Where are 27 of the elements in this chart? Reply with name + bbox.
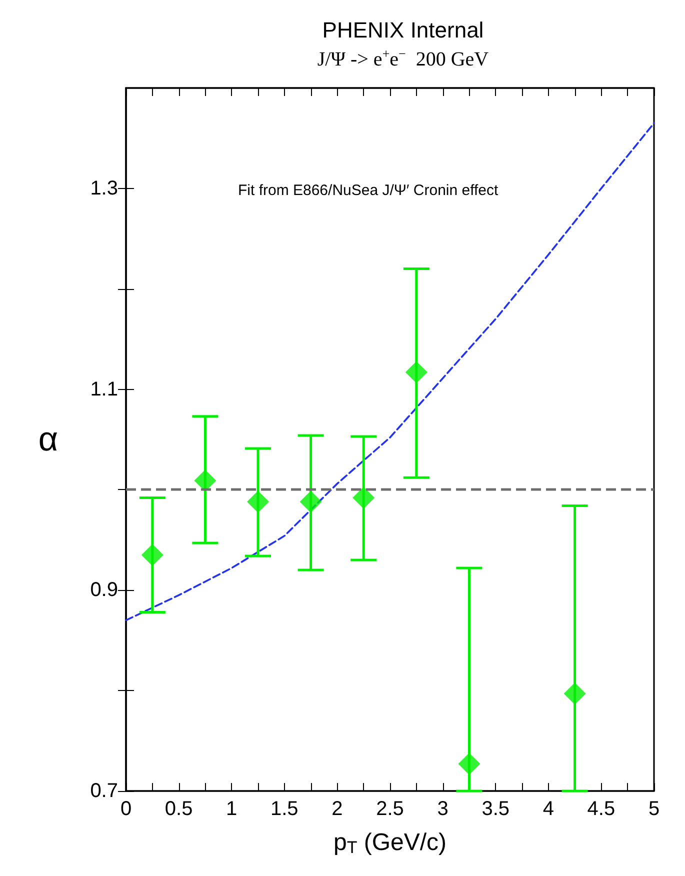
x-tick-label: 2.5 <box>376 798 404 820</box>
point <box>141 544 164 566</box>
x-tick-label: 3.5 <box>482 798 510 820</box>
point <box>247 490 269 513</box>
chart-title: PHENIX Internal <box>322 18 484 42</box>
point <box>352 486 375 509</box>
x-tick-label: 2 <box>332 798 343 820</box>
annotation: Fit from E866/NuSea J/Ψ′ Cronin effect <box>238 182 500 199</box>
point <box>300 490 322 513</box>
x-tick-label: 4.5 <box>587 798 616 820</box>
x-tick-label: 5 <box>648 798 660 820</box>
x-tick-label: 1 <box>226 798 238 820</box>
x-tick-label: 3 <box>437 798 448 820</box>
x-tick-label: 0 <box>120 798 132 820</box>
y-tick-label: 1.1 <box>90 378 118 400</box>
x-tick-label: 0.5 <box>164 798 193 820</box>
y-tick-label: 1.3 <box>90 177 118 200</box>
x-tick-label: 4 <box>542 798 554 820</box>
point <box>405 361 428 384</box>
point <box>458 752 480 775</box>
point <box>564 682 586 705</box>
chart-subtitle: J/Ψ -> e+e− 200 GeV <box>317 46 490 70</box>
line-series <box>125 122 655 622</box>
y-tick-label: 0.9 <box>90 579 118 602</box>
y-tick-label: 0.7 <box>90 780 118 802</box>
y-axis-title: α <box>38 420 58 458</box>
x-tick-label: 1.5 <box>270 798 298 820</box>
